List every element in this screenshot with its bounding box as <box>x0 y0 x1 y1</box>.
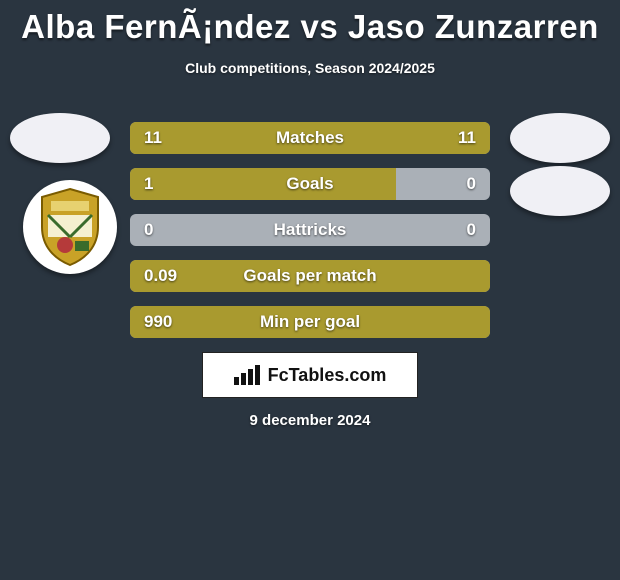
club-avatar-right <box>510 166 610 216</box>
stats-bars: 11Matches111Goals00Hattricks00.09Goals p… <box>130 122 490 352</box>
stat-value-right: 11 <box>458 122 476 154</box>
page-title: Alba FernÃ¡ndez vs Jaso Zunzarren <box>0 0 620 46</box>
stat-label: Goals <box>130 168 490 200</box>
shield-icon <box>35 187 105 267</box>
stat-label: Hattricks <box>130 214 490 246</box>
branding-text: FcTables.com <box>268 365 387 386</box>
stat-value-right: 0 <box>467 214 476 246</box>
club-badge-left <box>23 180 117 274</box>
stat-label: Min per goal <box>130 306 490 338</box>
stat-label: Matches <box>130 122 490 154</box>
player-avatar-right <box>510 113 610 163</box>
page-subtitle: Club competitions, Season 2024/2025 <box>0 60 620 76</box>
bars-icon <box>234 365 260 385</box>
branding-badge: FcTables.com <box>202 352 418 398</box>
stat-row: 990Min per goal <box>130 306 490 338</box>
stat-row: 0Hattricks0 <box>130 214 490 246</box>
stat-row: 11Matches11 <box>130 122 490 154</box>
snapshot-date: 9 december 2024 <box>0 412 620 429</box>
stat-value-right: 0 <box>467 168 476 200</box>
stat-row: 1Goals0 <box>130 168 490 200</box>
stat-row: 0.09Goals per match <box>130 260 490 292</box>
player-avatar-left <box>10 113 110 163</box>
stat-label: Goals per match <box>130 260 490 292</box>
